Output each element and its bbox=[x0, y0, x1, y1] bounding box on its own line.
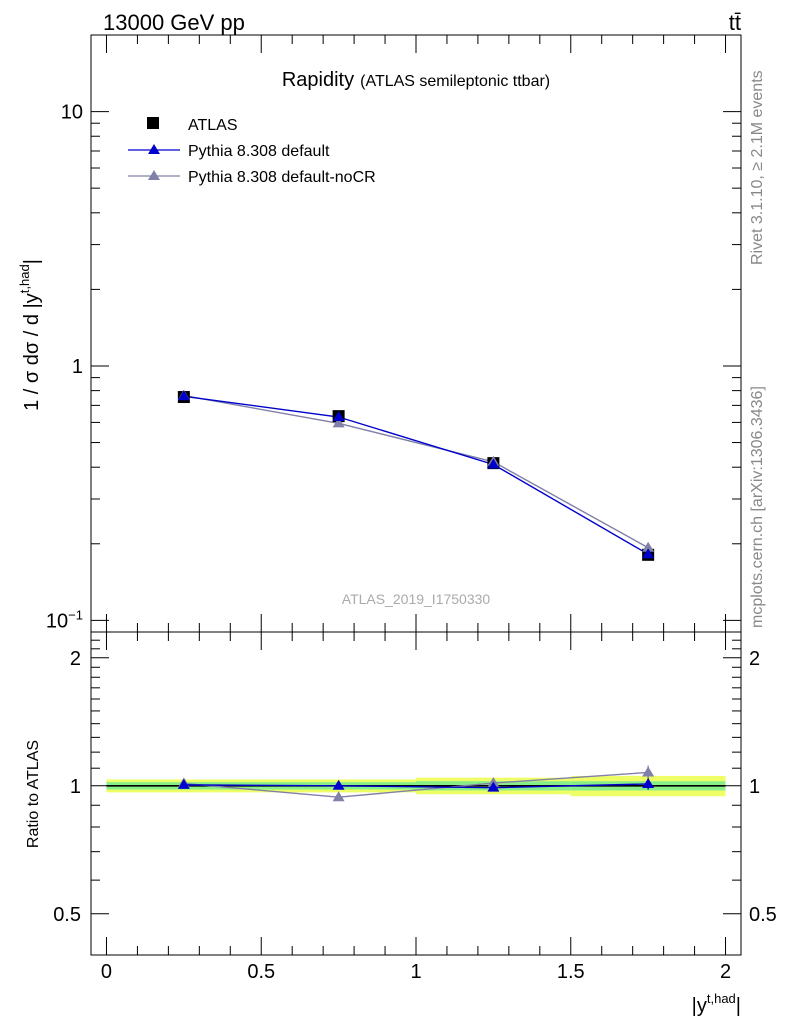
x-axis-label-text: |y bbox=[692, 995, 707, 1017]
process-label: tt̄ bbox=[729, 10, 741, 35]
energy-label: 13000 GeV pp bbox=[103, 10, 245, 35]
main-point-default bbox=[642, 548, 655, 559]
main-x-ticks bbox=[105, 35, 727, 632]
ratio-y-tick-label-right: 1 bbox=[749, 776, 760, 798]
main-data-marks bbox=[177, 389, 655, 561]
ratio-line-default bbox=[183, 783, 649, 789]
main-point-default bbox=[332, 411, 345, 422]
main-y-axis-label: 1 / σ dσ / d |yt,had| bbox=[17, 259, 43, 411]
x-tick-labels: 0 0.5 1 1.5 2 bbox=[101, 961, 731, 983]
legend-atlas-marker bbox=[147, 117, 159, 129]
legend-atlas-label: ATLAS bbox=[188, 117, 238, 134]
main-y-tick-label-text: 10 bbox=[46, 610, 68, 632]
ratio-point-default bbox=[642, 777, 655, 788]
ratio-point-nocr bbox=[332, 791, 345, 802]
chart-title: Rapidity (ATLAS semileptonic ttbar) bbox=[282, 69, 550, 91]
ratio-point-nocr bbox=[642, 766, 655, 777]
title-sub: (ATLAS semileptonic ttbar) bbox=[360, 73, 550, 90]
main-point-default bbox=[487, 458, 500, 469]
ratio-data-marks bbox=[106, 765, 726, 802]
x-axis-label: |yt,had| bbox=[692, 991, 741, 1017]
ratio-point-default bbox=[332, 779, 345, 790]
ratio-point-default bbox=[487, 781, 500, 792]
main-y-tick-label-text: 1 bbox=[72, 356, 83, 378]
x-tick-label: 0.5 bbox=[247, 961, 275, 983]
ratio-y-tick-label-right: 0.5 bbox=[749, 904, 777, 926]
analysis-watermark: ATLAS_2019_I1750330 bbox=[342, 591, 491, 607]
x-tick-label: 0 bbox=[101, 961, 112, 983]
x-axis-label-close: | bbox=[736, 995, 741, 1017]
ratio-panel: 2 2 1 1 0.5 0.5 0 0.5 1 1.5 2 Ratio to ATLAS |yt,… bbox=[25, 631, 777, 1017]
main-y-tick-label-text: 10 bbox=[61, 102, 83, 124]
ratio-y-tick-label-left: 2 bbox=[70, 648, 81, 670]
main-y-tick-label: 10 bbox=[61, 102, 83, 124]
main-point-nocr bbox=[332, 417, 345, 428]
title-main: Rapidity bbox=[282, 69, 354, 91]
rivet-label: Rivet 3.1.10, ≥ 2.1M events bbox=[749, 70, 766, 265]
legend-nocr-marker bbox=[148, 170, 160, 180]
ratio-y-tick-label-left: 0.5 bbox=[53, 904, 81, 926]
ratio-y-axis-label: Ratio to ATLAS bbox=[25, 740, 42, 848]
legend: ATLAS Pythia 8.308 default Pythia 8.308 … bbox=[128, 117, 376, 186]
ratio-line-nocr bbox=[183, 771, 649, 798]
x-tick-label: 1 bbox=[410, 961, 421, 983]
legend-default-label: Pythia 8.308 default bbox=[188, 143, 330, 160]
main-line-default bbox=[183, 395, 649, 555]
main-y-axis-label-close: | bbox=[21, 259, 43, 264]
legend-nocr-label: Pythia 8.308 default-noCR bbox=[188, 169, 376, 186]
main-y-axis-label-text: 1 / σ dσ / d |y bbox=[21, 293, 43, 411]
main-y-tick-label: 10−1 bbox=[46, 607, 83, 632]
x-tick-label: 2 bbox=[720, 961, 731, 983]
ratio-point-default bbox=[177, 778, 190, 789]
main-y-tick-label: 1 bbox=[72, 356, 83, 378]
ratio-y-tick-labels: 2 2 1 1 0.5 0.5 bbox=[53, 648, 777, 926]
x-tick-label: 1.5 bbox=[557, 961, 585, 983]
ratio-y-tick-label-left: 1 bbox=[70, 776, 81, 798]
legend-default-marker bbox=[148, 144, 160, 154]
ratio-x-ticks bbox=[105, 632, 727, 955]
ratio-y-ticks bbox=[91, 631, 741, 956]
main-y-tick-label-sup: −1 bbox=[68, 607, 83, 622]
main-point-nocr bbox=[642, 541, 655, 552]
ratio-y-tick-label-right: 2 bbox=[749, 648, 760, 670]
main-y-axis-label-sup: t,had bbox=[17, 264, 32, 293]
main-point-default bbox=[177, 390, 190, 401]
mcplots-label: mcplots.cern.ch [arXiv:1306.3436] bbox=[749, 386, 766, 628]
x-axis-label-sup: t,had bbox=[707, 991, 736, 1006]
main-line-nocr bbox=[183, 394, 649, 549]
